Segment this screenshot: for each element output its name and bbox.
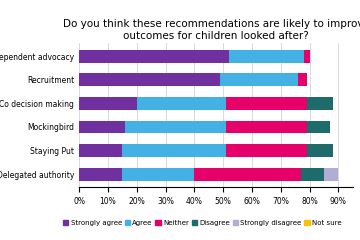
Bar xyxy=(137,97,226,110)
Bar xyxy=(226,120,307,133)
Title: Do you think these recommendations are likely to improve
outcomes for children l: Do you think these recommendations are l… xyxy=(63,19,360,41)
Bar xyxy=(125,120,226,133)
Bar xyxy=(122,168,194,181)
Bar xyxy=(304,50,310,63)
Bar xyxy=(229,50,304,63)
Bar xyxy=(79,168,122,181)
Bar xyxy=(301,168,324,181)
Bar xyxy=(79,73,220,86)
Legend: Strongly agree, Agree, Neither, Disagree, Strongly disagree, Not sure: Strongly agree, Agree, Neither, Disagree… xyxy=(62,219,342,227)
Bar xyxy=(122,144,226,157)
Bar xyxy=(226,144,307,157)
Bar xyxy=(307,97,333,110)
Bar xyxy=(79,144,122,157)
Bar xyxy=(307,144,333,157)
Bar xyxy=(307,120,330,133)
Bar xyxy=(324,168,338,181)
Bar xyxy=(226,97,307,110)
Bar xyxy=(79,50,229,63)
Bar xyxy=(194,168,301,181)
Bar xyxy=(79,120,125,133)
Bar xyxy=(220,73,298,86)
Bar xyxy=(298,73,307,86)
Bar xyxy=(79,97,137,110)
